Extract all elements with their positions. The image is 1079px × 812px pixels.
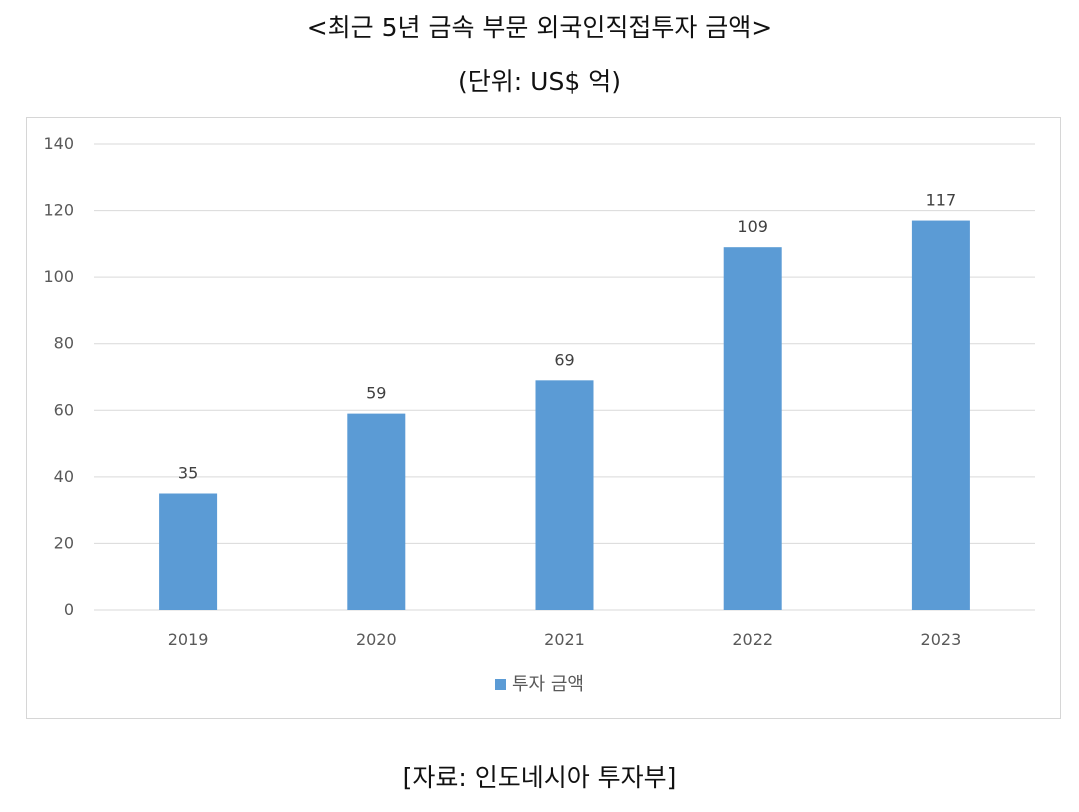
data-label: 59 bbox=[366, 384, 386, 403]
x-tick-label: 2023 bbox=[921, 630, 962, 649]
bar-chart: 0 20 40 60 80 100 120 140 35 2019 59 2020 69 2021 109 2… bbox=[43, 134, 1035, 695]
bar bbox=[911, 220, 970, 611]
y-tick-label: 0 bbox=[64, 600, 74, 619]
y-tick-label: 20 bbox=[54, 533, 74, 552]
legend-label: 투자 금액 bbox=[512, 674, 584, 695]
y-tick-label: 120 bbox=[43, 201, 74, 220]
bar bbox=[159, 493, 218, 610]
data-label: 69 bbox=[554, 350, 574, 369]
source-note: [자료: 인도네시아 투자부] bbox=[402, 763, 677, 792]
data-label: 117 bbox=[926, 191, 957, 210]
data-label: 109 bbox=[737, 217, 768, 236]
x-tick-label: 2020 bbox=[356, 630, 397, 649]
chart-frame: 0 20 40 60 80 100 120 140 35 2019 59 2020 69 2021 109 2… bbox=[26, 117, 1061, 719]
y-tick-label: 100 bbox=[43, 267, 74, 286]
chart-title: <최근 5년 금속 부문 외국인직접투자 금액> bbox=[306, 13, 773, 42]
y-tick-label: 80 bbox=[54, 334, 74, 353]
x-tick-label: 2019 bbox=[168, 630, 209, 649]
data-label: 35 bbox=[178, 464, 198, 483]
unit-subtitle: (단위: US$ 억) bbox=[458, 67, 621, 96]
y-tick-label: 40 bbox=[54, 467, 74, 486]
x-tick-label: 2021 bbox=[544, 630, 585, 649]
x-tick-label: 2022 bbox=[732, 630, 773, 649]
bar bbox=[723, 247, 782, 610]
legend-swatch bbox=[495, 679, 506, 690]
y-tick-label: 140 bbox=[43, 134, 74, 153]
bar bbox=[535, 380, 594, 610]
bar bbox=[347, 413, 406, 610]
y-tick-label: 60 bbox=[54, 400, 74, 419]
